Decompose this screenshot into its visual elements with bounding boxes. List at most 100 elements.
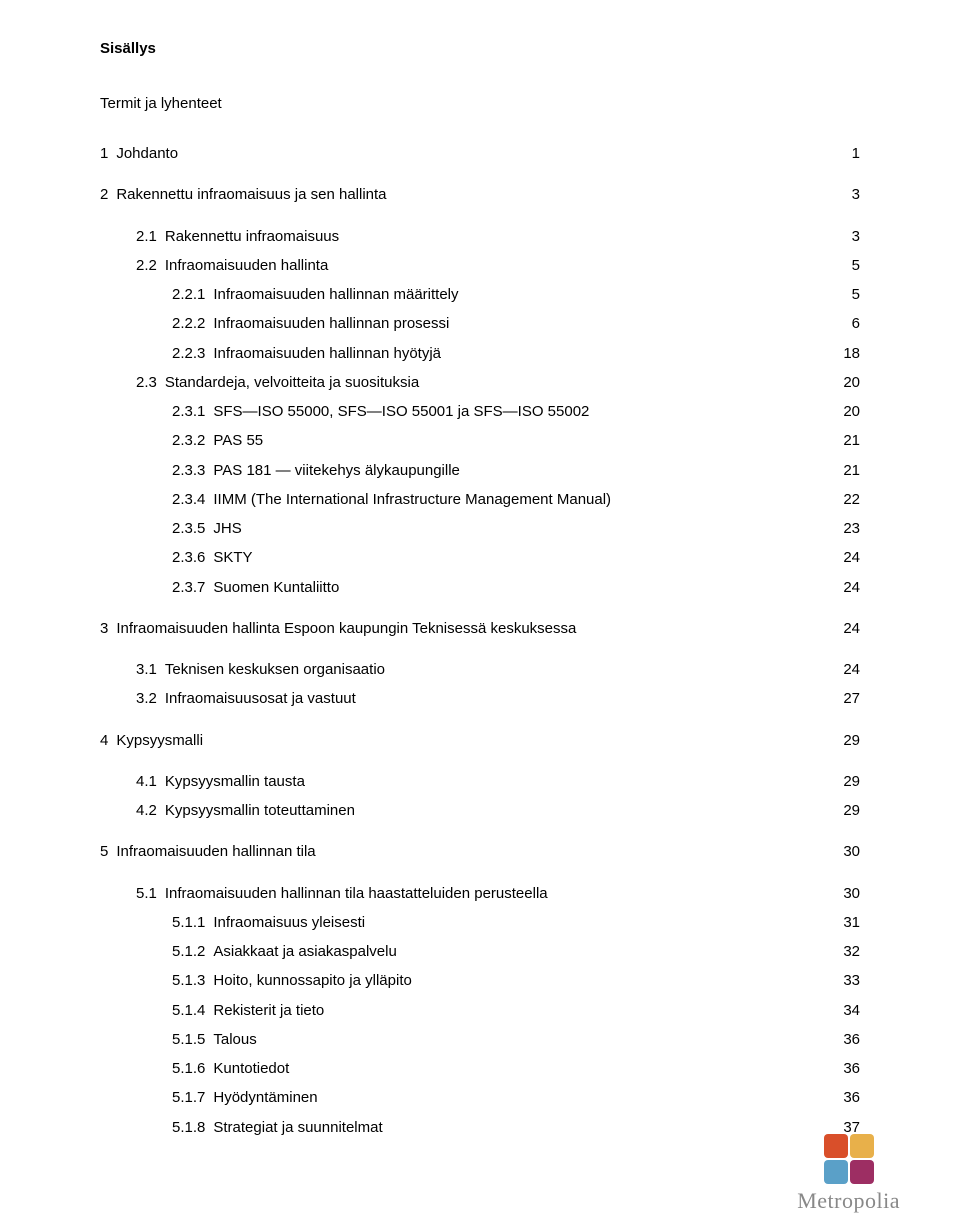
toc-entry-label: Infraomaisuuden hallinnan prosessi (205, 312, 830, 335)
toc-entry: 2.3.2PAS 5521 (172, 429, 860, 452)
table-of-contents: 1Johdanto1 2Rakennettu infraomaisuus ja s… (100, 142, 860, 1139)
toc-entry-page: 24 (830, 546, 860, 569)
toc-entry-number: 5.1.6 (172, 1057, 205, 1080)
toc-entry: 4.2Kypsyysmallin toteuttaminen29 (136, 799, 860, 822)
toc-entry: 2.2.3Infraomaisuuden hallinnan hyötyjä18 (172, 342, 860, 365)
toc-entry: 5.1.3Hoito, kunnossapito ja ylläpito33 (172, 969, 860, 992)
toc-entry-number: 2.3.7 (172, 576, 205, 599)
toc-entry-number: 2.3.2 (172, 429, 205, 452)
metropolia-logo-text: Metropolia (797, 1188, 900, 1214)
toc-entry-page: 24 (830, 576, 860, 599)
toc-entry-label: Johdanto (108, 142, 830, 165)
toc-entry-page: 30 (830, 840, 860, 863)
toc-entry: 2.2.1Infraomaisuuden hallinnan määrittel… (172, 283, 860, 306)
toc-entry-page: 3 (830, 225, 860, 248)
toc-entry-number: 5.1.3 (172, 969, 205, 992)
toc-entry: 5.1.6Kuntotiedot36 (172, 1057, 860, 1080)
toc-entry-label: PAS 181 — viitekehys älykaupungille (205, 459, 830, 482)
toc-entry-page: 27 (830, 687, 860, 710)
toc-entry-page: 6 (830, 312, 860, 335)
toc-entry: 2Rakennettu infraomaisuus ja sen hallint… (100, 183, 860, 206)
toc-entry-number: 2.3.3 (172, 459, 205, 482)
toc-entry-number: 3.1 (136, 658, 157, 681)
toc-entry-page: 32 (830, 940, 860, 963)
toc-entry: 2.2Infraomaisuuden hallinta5 (136, 254, 860, 277)
toc-entry-label: Kuntotiedot (205, 1057, 830, 1080)
toc-entry-number: 2.2.2 (172, 312, 205, 335)
terms-subtitle: Termit ja lyhenteet (100, 95, 860, 112)
toc-entry-number: 2.2.3 (172, 342, 205, 365)
toc-entry-number: 2.2 (136, 254, 157, 277)
toc-entry: 4Kypsyysmalli29 (100, 729, 860, 752)
toc-entry-page: 21 (830, 429, 860, 452)
toc-entry-label: SKTY (205, 546, 830, 569)
toc-entry-page: 29 (830, 799, 860, 822)
toc-entry: 3.1Teknisen keskuksen organisaatio24 (136, 658, 860, 681)
toc-entry-number: 2.2.1 (172, 283, 205, 306)
toc-entry-label: Kypsyysmallin toteuttaminen (157, 799, 830, 822)
toc-entry-label: Kypsyysmallin tausta (157, 770, 830, 793)
toc-entry-number: 2.1 (136, 225, 157, 248)
toc-entry-label: Talous (205, 1028, 830, 1051)
toc-entry: 2.3.1SFS—ISO 55000, SFS—ISO 55001 ja SFS… (172, 400, 860, 423)
toc-entry-label: Infraomaisuuden hallinnan tila haastatte… (157, 882, 830, 905)
toc-entry: 5.1.7Hyödyntäminen36 (172, 1086, 860, 1109)
toc-entry: 3Infraomaisuuden hallinta Espoon kaupung… (100, 617, 860, 640)
toc-entry-label: Hyödyntäminen (205, 1086, 830, 1109)
metropolia-logo-icon (822, 1132, 876, 1186)
toc-entry-number: 5.1.1 (172, 911, 205, 934)
toc-entry-number: 2.3.1 (172, 400, 205, 423)
toc-entry-page: 29 (830, 729, 860, 752)
toc-entry: 2.1Rakennettu infraomaisuus3 (136, 225, 860, 248)
toc-entry: 5.1.5Talous36 (172, 1028, 860, 1051)
toc-entry: 4.1Kypsyysmallin tausta29 (136, 770, 860, 793)
toc-entry-page: 22 (830, 488, 860, 511)
toc-entry-label: Strategiat ja suunnitelmat (205, 1116, 830, 1139)
toc-entry-number: 5.1.4 (172, 999, 205, 1022)
toc-entry: 2.3.4IIMM (The International Infrastruct… (172, 488, 860, 511)
toc-entry-number: 5.1.8 (172, 1116, 205, 1139)
toc-entry-number: 4.1 (136, 770, 157, 793)
toc-entry-number: 5.1.7 (172, 1086, 205, 1109)
toc-entry-page: 20 (830, 400, 860, 423)
toc-entry-number: 2.3.4 (172, 488, 205, 511)
toc-entry-page: 36 (830, 1028, 860, 1051)
toc-entry-label: Infraomaisuuden hallinnan hyötyjä (205, 342, 830, 365)
toc-entry-page: 24 (830, 617, 860, 640)
toc-entry-number: 5.1.5 (172, 1028, 205, 1051)
toc-entry: 2.3.3PAS 181 — viitekehys älykaupungille… (172, 459, 860, 482)
toc-entry-label: Infraomaisuusosat ja vastuut (157, 687, 830, 710)
toc-entry-label: Infraomaisuuden hallinta Espoon kaupungi… (108, 617, 830, 640)
toc-entry-label: JHS (205, 517, 830, 540)
toc-entry-label: PAS 55 (205, 429, 830, 452)
toc-entry-number: 2.3.6 (172, 546, 205, 569)
toc-entry-page: 30 (830, 882, 860, 905)
toc-entry-page: 31 (830, 911, 860, 934)
toc-entry-page: 23 (830, 517, 860, 540)
toc-entry: 1Johdanto1 (100, 142, 860, 165)
toc-entry-label: Rekisterit ja tieto (205, 999, 830, 1022)
toc-entry-label: Infraomaisuus yleisesti (205, 911, 830, 934)
toc-entry: 5.1Infraomaisuuden hallinnan tila haasta… (136, 882, 860, 905)
page-title: Sisällys (100, 40, 860, 57)
toc-entry-label: Rakennettu infraomaisuus (157, 225, 830, 248)
toc-entry-page: 36 (830, 1086, 860, 1109)
toc-entry-number: 4 (100, 729, 108, 752)
toc-entry-page: 5 (830, 254, 860, 277)
toc-entry-page: 36 (830, 1057, 860, 1080)
toc-entry-label: Hoito, kunnossapito ja ylläpito (205, 969, 830, 992)
toc-entry-number: 3 (100, 617, 108, 640)
toc-entry-number: 5.1 (136, 882, 157, 905)
toc-entry-page: 33 (830, 969, 860, 992)
toc-entry-page: 34 (830, 999, 860, 1022)
toc-entry-number: 5 (100, 840, 108, 863)
toc-entry-label: Infraomaisuuden hallinnan määrittely (205, 283, 830, 306)
toc-entry: 5.1.2Asiakkaat ja asiakaspalvelu32 (172, 940, 860, 963)
toc-entry-label: Infraomaisuuden hallinta (157, 254, 830, 277)
toc-entry-number: 2.3 (136, 371, 157, 394)
toc-entry-number: 2 (100, 183, 108, 206)
toc-entry-label: Standardeja, velvoitteita ja suosituksia (157, 371, 830, 394)
toc-entry: 2.3.6SKTY24 (172, 546, 860, 569)
toc-entry: 5.1.1Infraomaisuus yleisesti31 (172, 911, 860, 934)
toc-entry-label: Teknisen keskuksen organisaatio (157, 658, 830, 681)
